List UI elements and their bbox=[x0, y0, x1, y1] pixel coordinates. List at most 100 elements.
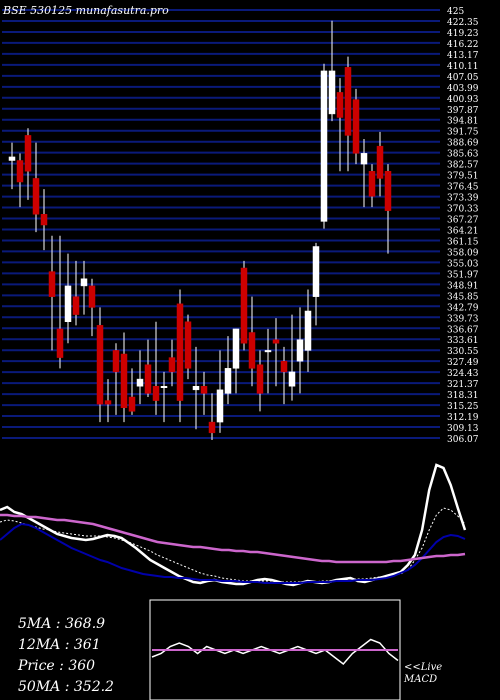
y-tick-label: 391.75 bbox=[447, 128, 479, 138]
y-tick-label: 364.21 bbox=[447, 226, 479, 236]
candle-body bbox=[360, 153, 368, 165]
candle-body bbox=[112, 350, 120, 373]
candle-body bbox=[104, 400, 112, 405]
y-tick-label: 312.19 bbox=[447, 413, 479, 423]
candle bbox=[368, 164, 376, 208]
y-tick-label: 367.27 bbox=[447, 216, 479, 226]
candle-body bbox=[280, 360, 288, 373]
y-tick-label: 410.11 bbox=[447, 62, 479, 72]
y-tick-label: 351.97 bbox=[447, 270, 479, 280]
candle-body bbox=[72, 296, 80, 315]
candle bbox=[112, 343, 120, 415]
candle bbox=[360, 139, 368, 208]
candle bbox=[264, 328, 272, 394]
y-tick-label: 382.57 bbox=[447, 161, 479, 171]
candle bbox=[384, 164, 392, 254]
candle-body bbox=[48, 271, 56, 297]
y-tick-label: 342.79 bbox=[447, 303, 479, 313]
candle bbox=[64, 253, 72, 344]
y-tick-label: 330.55 bbox=[447, 347, 479, 357]
y-tick-label: 309.13 bbox=[447, 424, 479, 434]
candle bbox=[248, 296, 256, 387]
macd-label: MACD bbox=[404, 674, 438, 685]
y-tick-label: 336.67 bbox=[447, 325, 479, 335]
indicator-line-blue bbox=[0, 522, 466, 584]
y-tick-label: 355.03 bbox=[447, 259, 479, 269]
candle-body bbox=[216, 389, 224, 423]
candlestick-series bbox=[8, 20, 392, 440]
candle-body bbox=[240, 267, 248, 344]
y-tick-label: 333.61 bbox=[447, 336, 479, 346]
y-tick-label: 385.63 bbox=[447, 150, 479, 160]
y-tick-label: 324.43 bbox=[447, 369, 479, 379]
y-tick-label: 318.31 bbox=[447, 391, 479, 401]
candle bbox=[40, 189, 48, 251]
y-tick-label: 379.51 bbox=[447, 172, 479, 182]
candle-body bbox=[312, 246, 320, 297]
y-tick-label: 388.69 bbox=[447, 139, 479, 149]
candle bbox=[208, 393, 216, 440]
candle-body bbox=[376, 145, 384, 179]
y-tick-label: 339.73 bbox=[447, 314, 479, 324]
ma12-label: 12MA : 361 bbox=[18, 637, 101, 653]
candle-body bbox=[168, 357, 176, 373]
candle bbox=[24, 128, 32, 200]
candle-body bbox=[384, 171, 392, 211]
live-label: <<Live bbox=[404, 662, 443, 673]
candle-body bbox=[368, 171, 376, 197]
candle bbox=[32, 142, 40, 233]
y-tick-label: 416.22 bbox=[447, 40, 479, 50]
candle-body bbox=[64, 285, 72, 322]
candle bbox=[216, 350, 224, 433]
candle bbox=[352, 88, 360, 165]
y-tick-label: 400.93 bbox=[447, 95, 479, 105]
candle-body bbox=[128, 396, 136, 412]
candle bbox=[88, 278, 96, 337]
y-tick-label: 306.07 bbox=[447, 435, 479, 445]
candle bbox=[96, 307, 104, 423]
y-tick-label: 403.99 bbox=[447, 84, 479, 94]
y-tick-label: 376.45 bbox=[447, 183, 479, 193]
candle bbox=[104, 379, 112, 423]
candle-body bbox=[144, 364, 152, 394]
candle bbox=[136, 350, 144, 405]
candle bbox=[200, 371, 208, 415]
candle-body bbox=[184, 321, 192, 369]
ma50-label: 50MA : 352.2 bbox=[18, 679, 114, 695]
y-tick-label: 361.15 bbox=[447, 237, 479, 247]
candle-body bbox=[176, 303, 184, 401]
y-tick-label: 358.09 bbox=[447, 248, 479, 258]
candle bbox=[168, 339, 176, 387]
price-gridlines bbox=[2, 9, 440, 439]
candle-body bbox=[96, 325, 104, 405]
candle-body bbox=[56, 328, 64, 358]
candle bbox=[128, 368, 136, 415]
candle bbox=[232, 328, 240, 394]
candle-body bbox=[152, 386, 160, 401]
y-tick-label: 413.17 bbox=[447, 51, 479, 61]
y-tick-label: 394.81 bbox=[447, 117, 479, 127]
y-tick-label: 321.37 bbox=[447, 380, 479, 390]
candle bbox=[160, 371, 168, 423]
candle bbox=[240, 260, 248, 351]
y-tick-label: 327.49 bbox=[447, 358, 479, 368]
macd-lines bbox=[151, 638, 399, 666]
candle bbox=[336, 78, 344, 172]
candle-body bbox=[32, 178, 40, 215]
indicator-line-fast bbox=[0, 463, 467, 587]
candle-body bbox=[232, 328, 240, 369]
candle bbox=[320, 63, 328, 229]
candle-body bbox=[88, 285, 96, 308]
candle bbox=[304, 289, 312, 372]
candle-body bbox=[328, 70, 336, 115]
candle bbox=[192, 346, 200, 430]
candle bbox=[296, 307, 304, 394]
chart-title: BSE 530125 munafasutra.pro bbox=[3, 4, 169, 17]
candle-body bbox=[16, 160, 24, 183]
candle bbox=[144, 339, 152, 397]
candle bbox=[72, 260, 80, 326]
indicator-line-dotted bbox=[0, 507, 466, 583]
candle-body bbox=[24, 135, 32, 172]
